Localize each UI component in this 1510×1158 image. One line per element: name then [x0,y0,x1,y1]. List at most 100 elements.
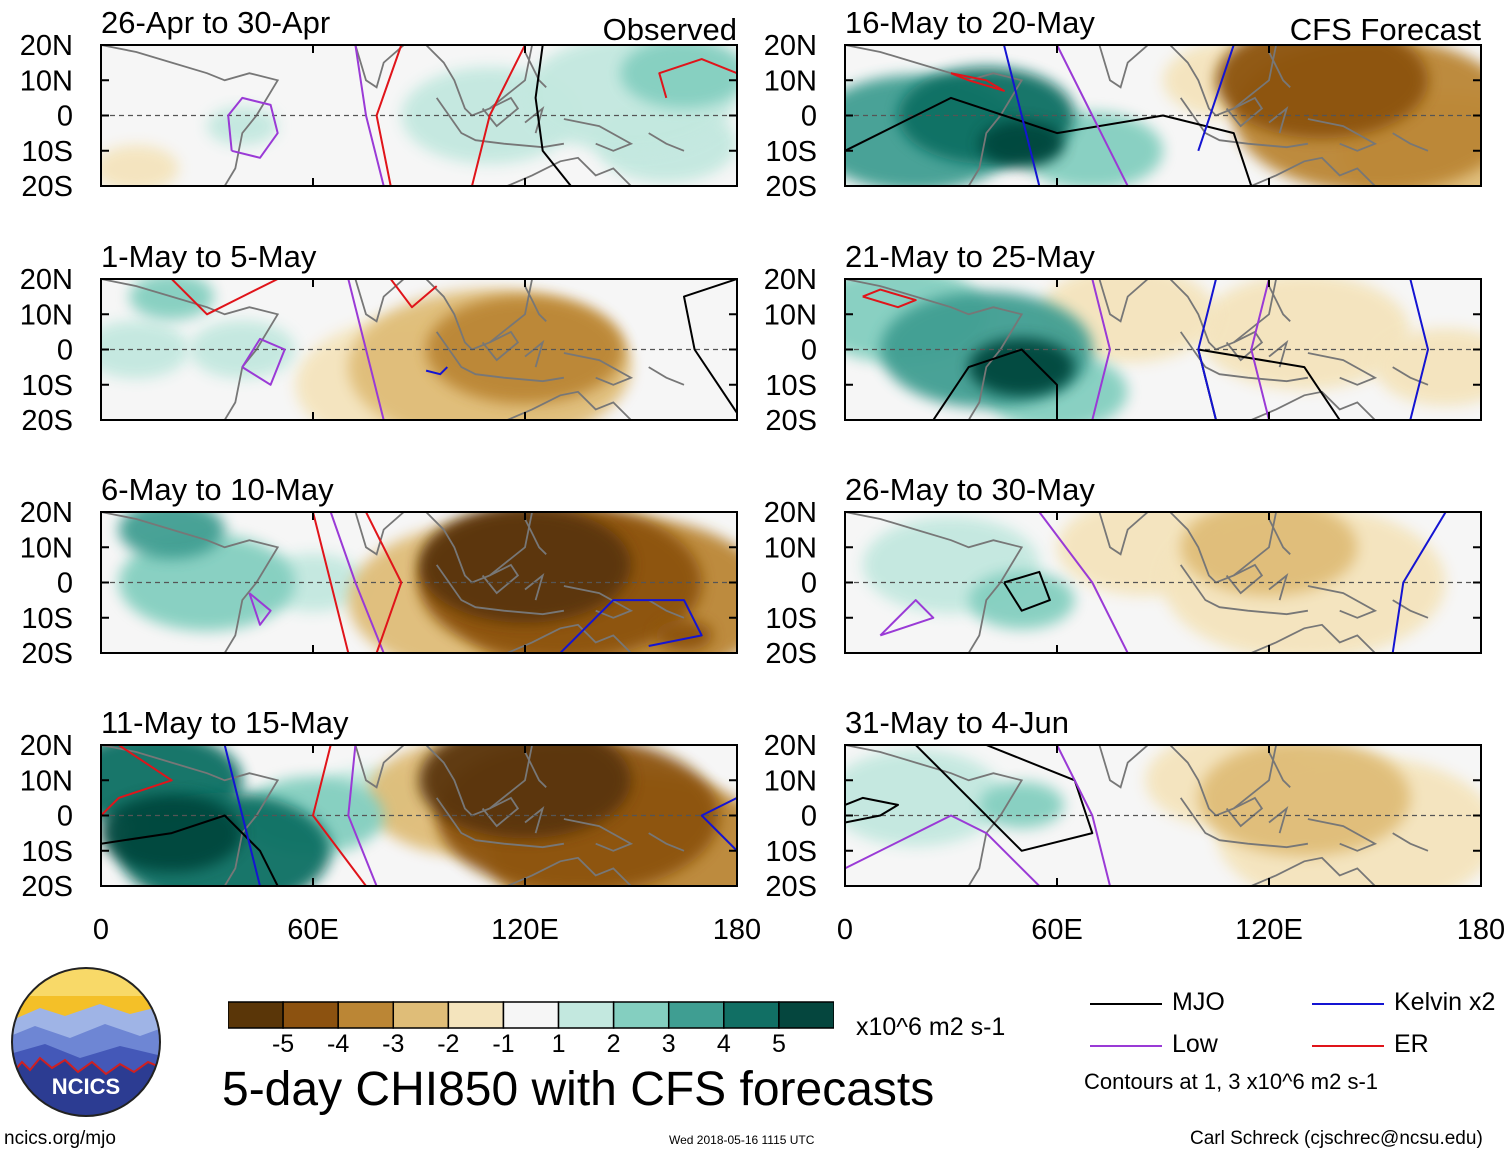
anomaly-area [655,619,713,651]
site-link[interactable]: ncics.org/mjo [4,1128,116,1149]
contour-low [241,337,286,386]
contour-kelvin-x2 [1197,45,1235,152]
contour-kelvin-x2 [1003,45,1041,186]
coastlines [845,512,1429,653]
coastline [845,512,1024,653]
anomaly-area [1198,279,1411,391]
contour-er [950,72,1005,92]
coastline [1392,132,1429,152]
coastline [506,156,632,186]
y-tick-label: 10N [20,65,73,97]
coastline [1039,512,1277,584]
contour-er [365,512,403,653]
y-tick-label: 0 [801,568,817,600]
coastline [481,563,520,595]
anomaly-area [845,749,1004,847]
coastline [648,599,685,619]
colorbar-tick-label: 4 [716,1030,731,1058]
coastline [563,352,634,386]
coastline [648,832,685,852]
legend-swatch [1090,1045,1162,1047]
coastline [1268,573,1289,601]
y-tick-label: 0 [801,335,817,367]
coastline [563,585,634,619]
y-tick-label: 20S [21,405,73,437]
coastline [648,132,685,152]
y-tick-label: 10N [764,299,817,331]
contour-low [1056,45,1129,186]
ncics-logo: NCICS [11,967,161,1117]
coastline [506,856,632,886]
panel-period: 1-May to 5-May [101,239,317,274]
anomaly-area [1198,745,1411,857]
colorbar-tick-label: 2 [606,1030,621,1058]
colorbar-tick-label: 3 [661,1030,676,1058]
coastline [295,512,533,584]
contour-low [1038,512,1129,653]
contour-low [845,814,1041,886]
y-tick-label: 20N [20,264,73,296]
anomaly-area [968,338,1075,397]
contour-kelvin-x2 [1197,279,1217,420]
legend-label: Kelvin x2 [1394,988,1496,1016]
contour-er [312,512,350,653]
coastline [563,818,634,852]
anomaly-area [101,320,190,379]
x-tick-label: 60E [287,914,339,946]
y-tick-label: 20S [765,638,817,670]
contour-low [227,96,279,159]
coastline [1039,279,1277,351]
y-tick-label: 10N [764,765,817,797]
panel-period: 6-May to 10-May [101,472,334,507]
coastline [435,331,565,383]
coastline [295,279,533,351]
y-tick-label: 20S [21,871,73,903]
coastline [481,330,520,362]
x-tick-label: 120E [1235,914,1303,946]
x-tick-label: 120E [491,914,559,946]
contour-er [375,45,403,186]
contour-low [879,599,935,637]
contour-er [862,288,917,309]
anomaly-area [101,145,179,186]
legend-swatch [1312,1045,1384,1047]
contour-low [248,592,272,626]
coastlines [845,279,1429,420]
coastline [1268,51,1291,88]
coastline [1225,796,1264,828]
coastlines [845,45,1429,186]
y-tick-label: 0 [57,568,73,600]
coastline [1307,585,1378,619]
coastline [1392,366,1429,386]
colorbar-tick-label: -2 [437,1030,460,1058]
coastline [1225,563,1264,595]
y-tick-label: 10N [20,299,73,331]
x-tick-label: 0 [93,914,109,946]
coastline [1268,339,1289,368]
legend-label: Low [1172,1030,1218,1058]
colorbar-tick-label: -5 [271,1030,295,1058]
legend-swatch [1312,1003,1384,1005]
contour-kelvin-x2 [559,599,703,653]
y-tick-label: 10N [20,765,73,797]
coastline [524,751,547,788]
anomaly-area [620,45,737,109]
contour-er [471,45,526,186]
coastline [1392,832,1429,852]
contour-er [658,58,737,99]
coastline [435,564,565,616]
logo-text: NCICS [52,1074,120,1099]
coastline [1268,106,1289,134]
anomaly-area [189,320,296,379]
contour-low [1091,279,1111,420]
coastline [648,366,685,386]
panel-period: 26-May to 30-May [845,472,1095,507]
x-tick-label: 0 [837,914,853,946]
y-tick-label: 20N [20,497,73,529]
y-tick-label: 20S [765,171,817,203]
contour-kelvin-x2 [1391,512,1447,653]
coastline [101,512,280,653]
contour-mjo [683,279,737,414]
contour-mjo [914,745,1094,852]
